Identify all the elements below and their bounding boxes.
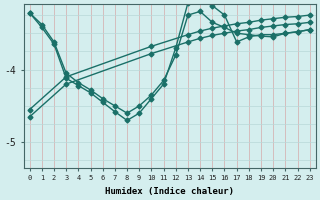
X-axis label: Humidex (Indice chaleur): Humidex (Indice chaleur) [105,187,234,196]
